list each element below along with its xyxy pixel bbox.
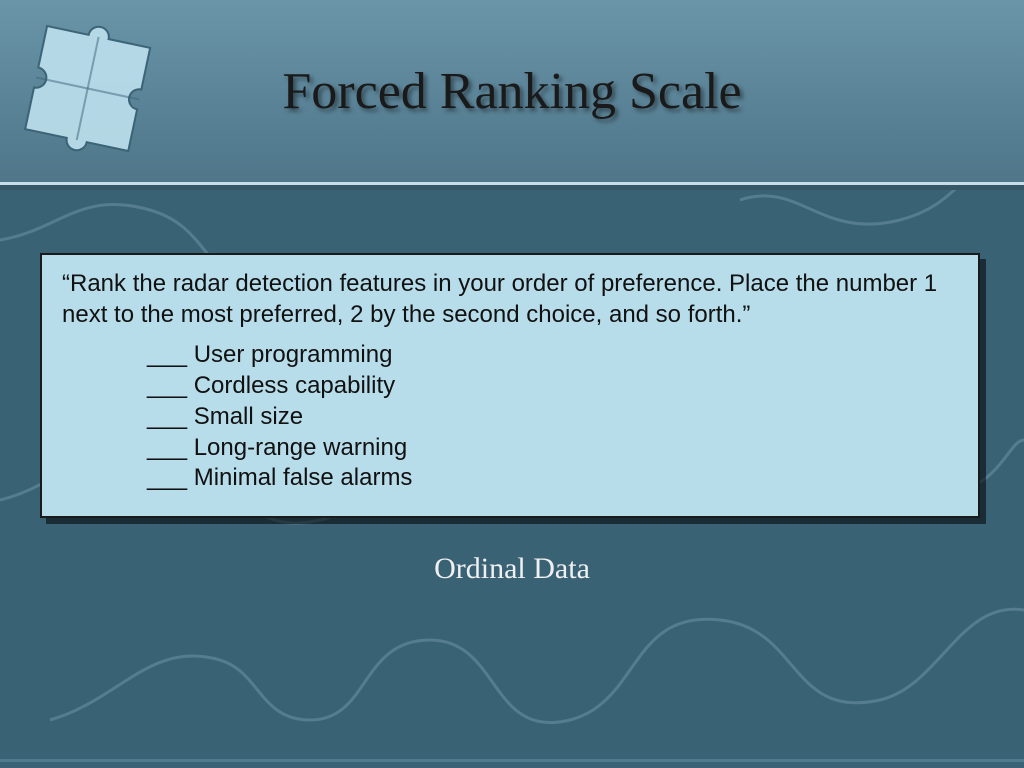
option-item: ___ Cordless capability xyxy=(147,371,958,402)
content-box: “Rank the radar detection features in yo… xyxy=(40,253,980,518)
content-box-container: “Rank the radar detection features in yo… xyxy=(40,253,980,518)
option-item: ___ Minimal false alarms xyxy=(147,463,958,494)
subtitle-text: Ordinal Data xyxy=(0,552,1024,586)
option-item: ___ Small size xyxy=(147,402,958,433)
instruction-text: “Rank the radar detection features in yo… xyxy=(62,269,958,330)
footer-divider xyxy=(0,759,1024,762)
option-item: ___ Long-range warning xyxy=(147,433,958,464)
option-item: ___ User programming xyxy=(147,340,958,371)
options-list: ___ User programming ___ Cordless capabi… xyxy=(62,340,958,494)
slide-title: Forced Ranking Scale xyxy=(0,62,1024,121)
